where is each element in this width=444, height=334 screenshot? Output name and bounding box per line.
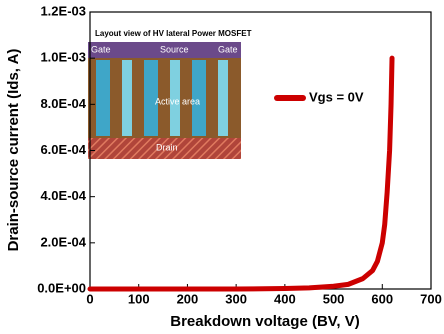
inset-stripe bbox=[122, 60, 132, 136]
x-axis-label: Breakdown voltage (BV, V) bbox=[170, 313, 360, 330]
y-tick-label: 1.0E-03 bbox=[40, 50, 86, 65]
inset-label: Drain bbox=[156, 142, 178, 152]
y-tick-label: 8.0E-04 bbox=[40, 96, 86, 111]
inset-label: Source bbox=[160, 44, 189, 54]
x-tick-label: 600 bbox=[371, 291, 393, 306]
x-tick-label: 300 bbox=[225, 291, 247, 306]
inset-label: Gate bbox=[91, 44, 111, 54]
y-tick-label: 0.0E+00 bbox=[37, 280, 86, 295]
inset: Layout view of HV lateral Power MOSFET G… bbox=[88, 28, 252, 159]
inset-label: Gate bbox=[218, 44, 238, 54]
y-tick-label: 4.0E-04 bbox=[40, 188, 86, 203]
y-axis-label: Drain-source current (Ids, A) bbox=[5, 49, 22, 252]
y-tick-label: 6.0E-04 bbox=[40, 142, 86, 157]
inset-stripe bbox=[218, 60, 228, 136]
inset-stripe bbox=[96, 60, 110, 136]
y-tick-label: 1.2E-03 bbox=[40, 3, 86, 18]
x-tick-label: 0 bbox=[86, 291, 93, 306]
inset-title: Layout view of HV lateral Power MOSFET bbox=[95, 29, 252, 38]
y-tick-label: 2.0E-04 bbox=[40, 234, 86, 249]
x-tick-label: 400 bbox=[274, 291, 296, 306]
x-tick-label: 200 bbox=[177, 291, 199, 306]
x-tick-label: 500 bbox=[323, 291, 345, 306]
chart: Breakdown voltage (BV, V) Drain-source c… bbox=[0, 0, 444, 334]
legend-label: Vgs = 0V bbox=[309, 89, 364, 104]
inset-label: Active area bbox=[155, 96, 200, 106]
x-tick-label: 100 bbox=[128, 291, 150, 306]
x-tick-label: 700 bbox=[420, 291, 442, 306]
